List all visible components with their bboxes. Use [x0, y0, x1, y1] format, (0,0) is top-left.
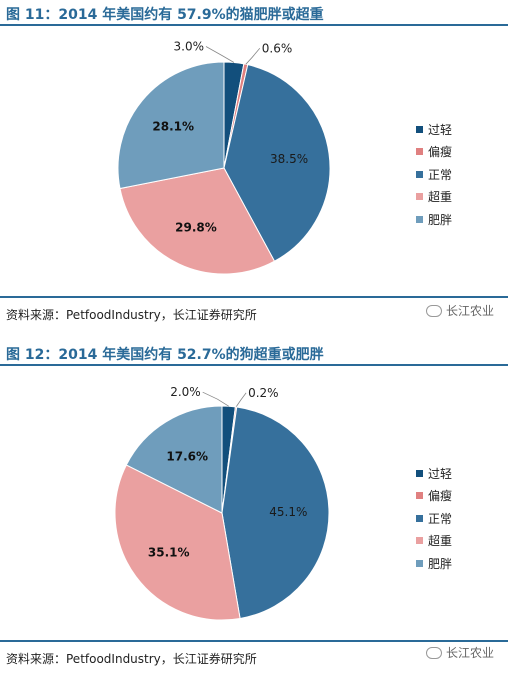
legend-swatch [416, 215, 423, 223]
legend-swatch [416, 193, 423, 201]
data-label: 35.1% [148, 546, 190, 560]
legend-item: 过轻 [416, 462, 452, 485]
data-label: 17.6% [166, 450, 208, 464]
leader-line [245, 48, 261, 65]
legend-label: 偏瘦 [428, 145, 453, 160]
legend-item: 肥胖 [416, 552, 452, 575]
legend-label: 超重 [428, 534, 453, 549]
pie-slice-正常 [221, 406, 330, 620]
legend: 过轻偏瘦正常超重肥胖 [416, 118, 452, 231]
legend-swatch [416, 125, 423, 133]
pie-slice-肥胖 [125, 405, 223, 514]
data-label: 28.1% [152, 119, 194, 133]
watermark: 长江农业 [425, 644, 494, 661]
pie-slice-正常 [223, 64, 331, 262]
legend-swatch [416, 537, 423, 545]
legend-item: 超重 [416, 530, 452, 553]
legend-item: 偏瘦 [416, 141, 452, 164]
legend-label: 肥胖 [428, 212, 453, 227]
source-note: 资料来源：PetfoodIndustry，长江证券研究所 [6, 652, 257, 666]
wechat-icon [425, 304, 442, 317]
figure-12: 图 12：2014 年美国约有 52.7%的狗超重或肥胖 2.0% 0.2% 45.… [0, 340, 516, 675]
pie-chart-cats: 3.0% 0.6% 38.5% 29.8% 28.1% [117, 40, 331, 275]
pie-slice-超重 [119, 167, 276, 275]
data-label: 45.1% [269, 505, 307, 519]
legend-item: 正常 [416, 507, 452, 530]
legend-swatch [416, 492, 423, 500]
watermark-text: 长江农业 [445, 646, 494, 660]
data-label: 0.2% [248, 386, 279, 400]
wechat-icon [425, 646, 442, 659]
legend: 过轻偏瘦正常超重肥胖 [416, 462, 452, 575]
legend-swatch [416, 469, 423, 477]
leader-line [235, 392, 247, 408]
data-label: 2.0% [170, 385, 201, 399]
legend-item: 过轻 [416, 118, 452, 141]
legend-label: 过轻 [428, 122, 453, 137]
data-label: 38.5% [270, 152, 308, 166]
legend-label: 肥胖 [428, 556, 453, 571]
legend-label: 正常 [428, 511, 453, 526]
pie-chart-dogs: 2.0% 0.2% 45.1% 35.1% 17.6% [114, 385, 330, 621]
data-label: 3.0% [174, 40, 205, 54]
figure-11: 图 11：2014 年美国约有 57.9%的猫肥胖或超重 3.0% 0.6% 38.… [0, 0, 516, 336]
legend-label: 过轻 [428, 466, 453, 481]
legend-item: 肥胖 [416, 208, 452, 231]
legend-item: 超重 [416, 186, 452, 209]
watermark: 长江农业 [425, 302, 494, 319]
legend-label: 超重 [428, 190, 453, 205]
source-note: 资料来源：PetfoodIndustry，长江证券研究所 [6, 308, 257, 322]
legend-swatch [416, 170, 423, 178]
chart-title: 图 12：2014 年美国约有 52.7%的狗超重或肥胖 [6, 347, 324, 363]
leader-line [202, 391, 229, 407]
legend-label: 偏瘦 [428, 489, 453, 504]
pie-slice-超重 [114, 464, 241, 621]
legend-item: 偏瘦 [416, 485, 452, 508]
footer-rule [0, 296, 508, 298]
legend-swatch [416, 148, 423, 156]
legend-label: 正常 [428, 167, 453, 182]
footer-rule [0, 640, 508, 642]
title-rule [0, 24, 508, 26]
pie-slice-肥胖 [117, 61, 225, 190]
legend-swatch [416, 559, 423, 567]
watermark-text: 长江农业 [445, 304, 494, 318]
chart-title: 图 11：2014 年美国约有 57.9%的猫肥胖或超重 [6, 7, 324, 23]
data-label: 29.8% [175, 221, 217, 235]
data-label: 0.6% [262, 41, 293, 55]
title-rule [0, 364, 508, 366]
legend-item: 正常 [416, 163, 452, 186]
legend-swatch [416, 514, 423, 522]
leader-line [205, 46, 235, 63]
